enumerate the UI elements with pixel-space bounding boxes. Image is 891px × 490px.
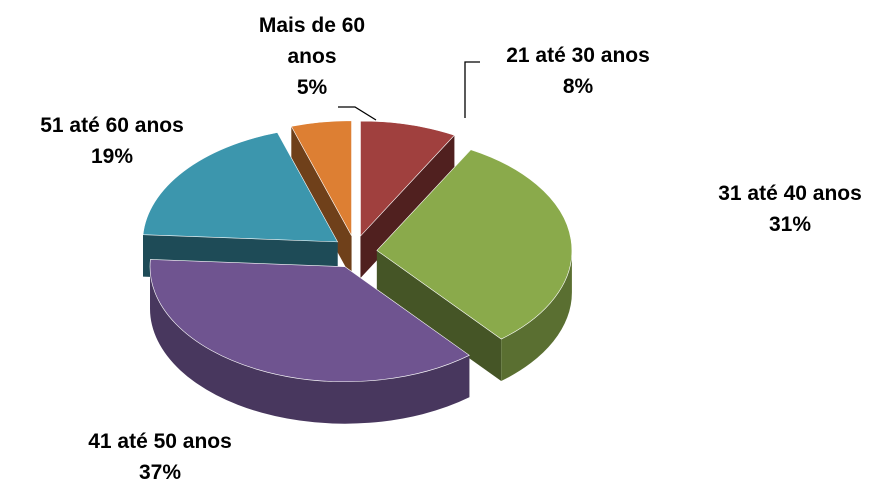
value-label: 37%: [138, 461, 182, 484]
category-label: Mais de 60 anos: [258, 14, 366, 68]
slice: [360, 120, 455, 237]
data-label: 51 até 60 anos 19%: [2, 110, 222, 172]
slice: [142, 132, 339, 243]
value-label: 8%: [562, 75, 594, 98]
slice-wall: [501, 250, 572, 382]
data-label: 31 até 40 anos 31%: [680, 178, 891, 240]
slice-side: [360, 135, 455, 279]
value-label: 5%: [296, 76, 328, 99]
slice: [290, 120, 352, 236]
leader-line: [338, 106, 377, 121]
slice-side: [376, 250, 502, 382]
category-label: 31 até 40 anos: [718, 182, 862, 205]
slice: [376, 149, 573, 382]
leader-line: [464, 61, 480, 118]
value-label: 31%: [768, 213, 812, 236]
slice-wall: [150, 266, 470, 424]
data-label: 41 até 50 anos 37%: [40, 426, 280, 488]
category-label: 21 até 30 anos: [506, 44, 650, 67]
slice: [376, 149, 573, 340]
category-label: 41 até 50 anos: [88, 430, 232, 453]
slice: [149, 259, 470, 382]
data-label: Mais de 60 anos 5%: [237, 10, 387, 103]
data-label: 21 até 30 anos 8%: [468, 40, 688, 102]
slice: [149, 259, 470, 424]
value-label: 19%: [90, 145, 134, 168]
category-label: 51 até 60 anos: [40, 114, 184, 137]
slice: [360, 120, 455, 279]
